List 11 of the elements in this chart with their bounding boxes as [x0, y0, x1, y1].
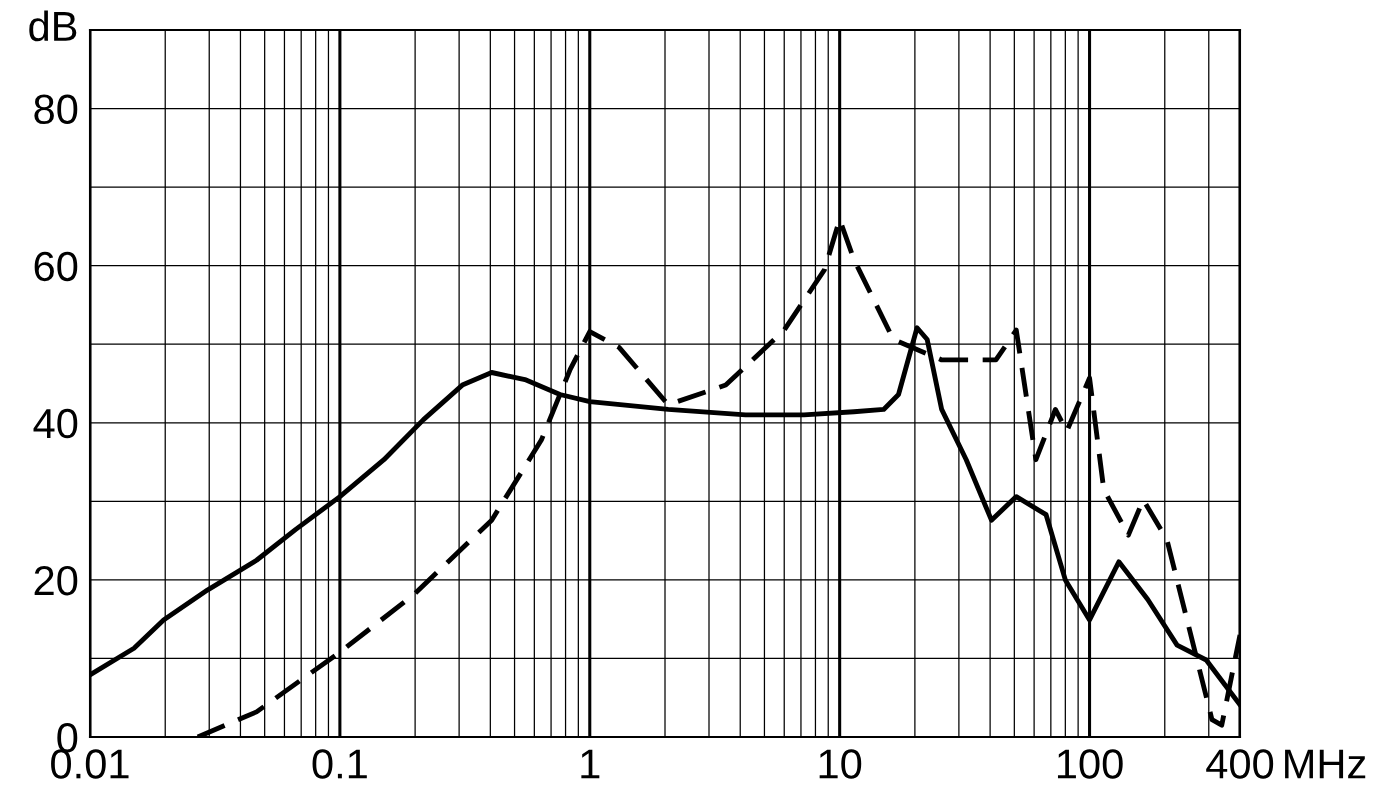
x-tick-label: 400	[1206, 749, 1274, 779]
y-tick-label: 60	[34, 251, 78, 282]
x-tick-label: 100	[1057, 749, 1123, 779]
x-tick-label: 10	[819, 749, 862, 779]
y-tick-label: 80	[34, 94, 78, 125]
y-axis-title: dB	[29, 10, 77, 42]
x-tick-label: 0.1	[312, 749, 367, 779]
x-axis-title: MHz	[1285, 749, 1366, 779]
y-tick-label: 40	[33, 408, 78, 439]
x-tick-label: 1	[581, 749, 600, 779]
y-tick-label: 20	[34, 565, 78, 596]
